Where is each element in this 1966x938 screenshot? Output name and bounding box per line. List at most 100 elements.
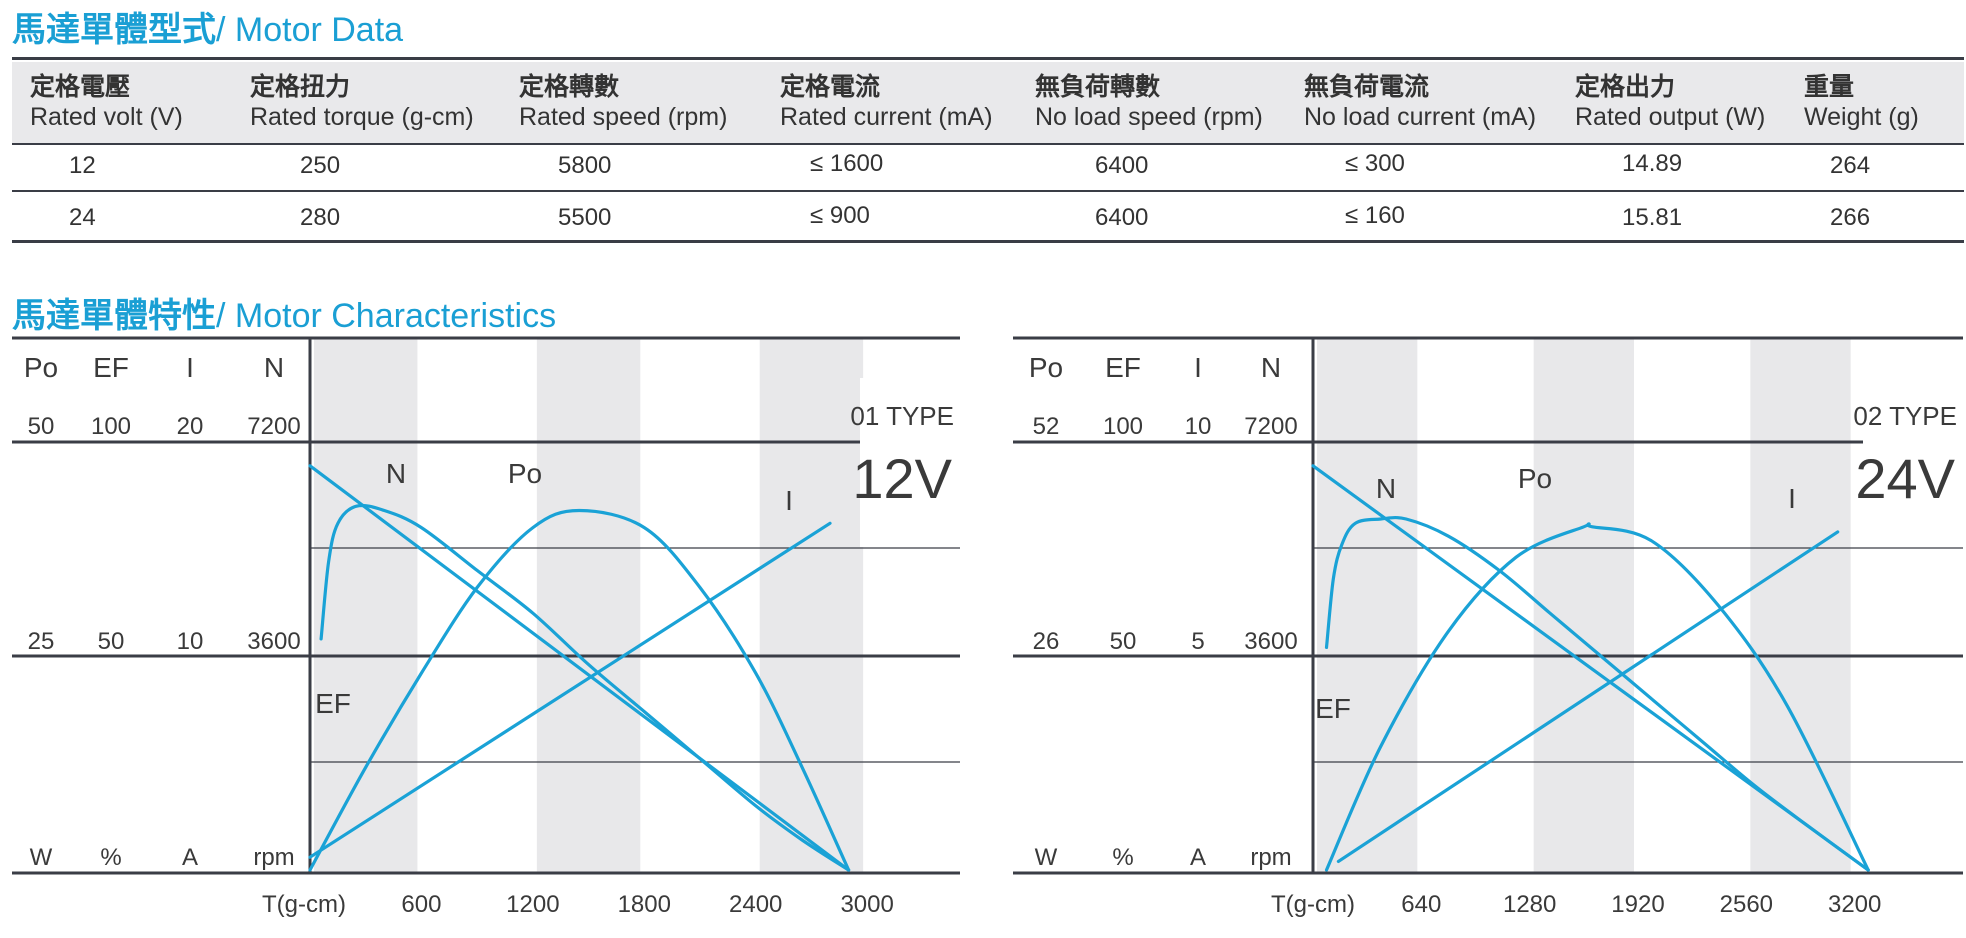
cell-rated-output: 14.89 — [1622, 150, 1683, 177]
header-en: Rated volt (V) — [30, 103, 183, 131]
series-label-i: I — [785, 485, 793, 516]
characteristics-chart-12v: Po 50 25 W EF 100 50% I 20 10 A N 7200 3600 rpm T(g-cm)… — [12, 336, 960, 918]
motor-data-title-zh: 馬達單體型式 — [12, 10, 216, 50]
axis-max-n: 7200 — [1244, 413, 1297, 440]
header-en: Rated speed (rpm) — [519, 103, 728, 131]
series-label-po: Po — [1518, 463, 1552, 494]
header-en: No load current (mA) — [1304, 103, 1537, 131]
series-label-ef: EF — [315, 688, 351, 719]
axis-unit-i: A — [1190, 844, 1206, 871]
x-tick-label: 2560 — [1720, 891, 1773, 918]
header-zh: 重量 — [1804, 72, 1855, 101]
cell-rated-volt: 24 — [69, 204, 96, 231]
cell-rated-torque: 280 — [300, 204, 341, 231]
header-weight: 重量 Weight (g) — [1804, 72, 1919, 132]
axis-mid-po: 25 — [28, 628, 55, 655]
header-rated-speed: 定格轉數 Rated speed (rpm) — [519, 72, 727, 132]
axis-mid-i: 10 — [177, 628, 204, 655]
grid-stripe — [1533, 338, 1634, 873]
header-zh: 定格電壓 — [30, 72, 131, 101]
cell-rated-output: 15.81 — [1622, 204, 1683, 231]
motor-data-title: 馬達單體型式/ Motor Data — [12, 2, 403, 51]
type-label-panel — [1863, 378, 1963, 442]
x-tick-label: 640 — [1401, 891, 1441, 918]
axis-header-ef: EF — [1105, 352, 1141, 383]
cell-no-load-speed: 6400 — [1095, 204, 1149, 231]
type-label: 01 TYPE — [850, 401, 954, 431]
header-rated-output: 定格出力 Rated output (W) — [1575, 72, 1765, 132]
series-i-line — [308, 521, 832, 859]
x-axis-label: T(g-cm) — [1271, 891, 1355, 918]
series-label-n: N — [386, 458, 406, 489]
header-en: Rated output (W) — [1575, 103, 1766, 131]
x-tick-label: 600 — [401, 891, 441, 918]
series-label-i: I — [1788, 483, 1796, 514]
axis-unit-po: W — [1035, 844, 1058, 871]
axis-max-ef: 100 — [91, 413, 131, 440]
series-label-ef: EF — [1315, 693, 1351, 724]
table-row-rule — [12, 190, 1964, 192]
type-label: 02 TYPE — [1853, 401, 1957, 431]
cell-no-load-current: ≤ 160 — [1345, 202, 1405, 229]
cell-rated-current: ≤ 900 — [810, 202, 870, 229]
cell-no-load-current: ≤ 300 — [1345, 150, 1405, 177]
table-header-row: 定格電壓 Rated volt (V) 定格扭力 Rated torque (g-c… — [12, 62, 1964, 143]
axis-max-ef: 100 — [1103, 413, 1143, 440]
x-tick-label: 1280 — [1503, 891, 1556, 918]
series-ef-line — [319, 503, 851, 872]
characteristics-chart-24v: Po 52 26 W EF 100 50% I 10 5 A N 7200 3600 rpm T(g-cm) 6… — [1013, 336, 1963, 918]
cell-rated-current: ≤ 1600 — [810, 150, 884, 177]
header-rated-volt: 定格電壓 Rated volt (V) — [30, 72, 183, 132]
axis-max-po: 52 — [1033, 413, 1060, 440]
header-zh: 定格扭力 — [250, 72, 351, 101]
series-label-n: N — [1376, 473, 1396, 504]
axis-header-po: Po — [24, 352, 58, 383]
header-zh: 無負荷電流 — [1304, 72, 1430, 101]
header-en: Rated torque (g-cm) — [250, 103, 474, 131]
header-no-load-speed: 無負荷轉數 No load speed (rpm) — [1035, 72, 1263, 132]
axis-header-n: N — [1261, 352, 1281, 383]
axis-header-po: Po — [1029, 352, 1063, 383]
axis-max-i: 20 — [177, 413, 204, 440]
cell-rated-speed: 5500 — [558, 204, 612, 231]
axis-mid-n: 3600 — [1244, 628, 1297, 655]
series-n-line — [308, 464, 851, 872]
axis-max-i: 10 — [1185, 413, 1212, 440]
cell-no-load-speed: 6400 — [1095, 152, 1149, 179]
x-tick-label: 1200 — [506, 891, 559, 918]
series-group — [308, 464, 851, 872]
series-group — [1311, 464, 1870, 872]
axis-mid-ef: 50 — [1110, 628, 1137, 655]
voltage-label: 12V — [852, 447, 952, 510]
header-rated-torque: 定格扭力 Rated torque (g-cm) — [250, 72, 474, 132]
header-no-load-current: 無負荷電流 No load current (mA) — [1304, 72, 1536, 132]
x-tick-label: 1920 — [1611, 891, 1664, 918]
cell-rated-speed: 5800 — [558, 152, 612, 179]
series-po-line — [1324, 522, 1870, 872]
voltage-label: 24V — [1855, 447, 1955, 510]
axis-unit-n: rpm — [253, 844, 294, 871]
series-i-line — [1336, 530, 1840, 863]
header-zh: 定格轉數 — [519, 72, 620, 101]
voltage-label-panel — [1863, 442, 1963, 547]
axis-max-n: 7200 — [247, 413, 300, 440]
axis-unit-po: W — [30, 844, 53, 871]
characteristics-title-en: / Motor Characteristics — [216, 297, 557, 335]
x-axis-label: T(g-cm) — [262, 891, 346, 918]
cell-rated-volt: 12 — [69, 152, 96, 179]
voltage-label-panel — [860, 442, 960, 547]
table-top-rule — [12, 57, 1964, 60]
chart-02-type-24v: Po 52 26 W EF 100 50% I 10 5 A N 7200 3600 rpm T(g-cm) 6… — [1013, 336, 1963, 938]
axis-header-n: N — [264, 352, 284, 383]
axis-header-i: I — [186, 352, 194, 383]
axis-unit-ef: % — [100, 844, 121, 871]
header-en: Rated current (mA) — [780, 103, 993, 131]
header-zh: 定格出力 — [1575, 72, 1676, 101]
stripe-group — [314, 338, 864, 873]
characteristics-title-zh: 馬達單體特性 — [12, 296, 216, 336]
series-label-po: Po — [508, 458, 542, 489]
cell-weight: 264 — [1830, 152, 1871, 179]
x-tick-label: 2400 — [729, 891, 782, 918]
header-zh: 無負荷轉數 — [1035, 72, 1161, 101]
x-tick-label: 3200 — [1828, 891, 1881, 918]
